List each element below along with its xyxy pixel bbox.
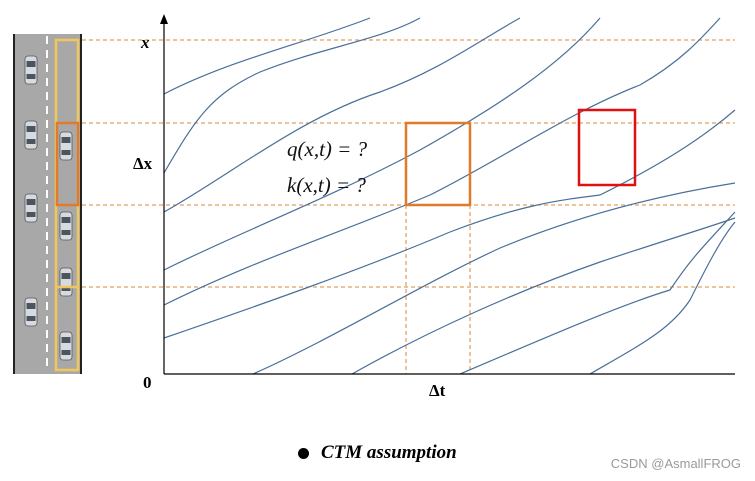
watermark: CSDN @AsmallFROG bbox=[610, 456, 741, 471]
density-equation: k(x,t) = ? bbox=[287, 173, 366, 197]
vehicle-icon bbox=[24, 55, 38, 85]
vertical-guides bbox=[405, 205, 471, 374]
trajectory-3 bbox=[163, 17, 521, 213]
cell-box-orange bbox=[404, 121, 472, 207]
y-axis-arrow bbox=[160, 14, 168, 24]
trajectory-2 bbox=[163, 17, 421, 174]
trajectory-5 bbox=[163, 17, 721, 306]
vehicle-icon bbox=[59, 211, 73, 241]
road-cell-highlight bbox=[55, 121, 80, 207]
flow-equation: q(x,t) = ? bbox=[287, 137, 368, 161]
vehicle-icon bbox=[24, 193, 38, 223]
vehicle-icon bbox=[59, 131, 73, 161]
trajectory-10 bbox=[589, 221, 736, 375]
legend: CTM assumption bbox=[298, 441, 457, 465]
origin-label: 0 bbox=[143, 373, 152, 392]
trajectory-4 bbox=[163, 17, 601, 271]
delta-t-label: Δt bbox=[429, 381, 446, 400]
trajectory-1 bbox=[163, 17, 371, 95]
vehicle-icon bbox=[24, 297, 38, 327]
y-axis-label: x bbox=[140, 33, 150, 52]
trajectory-9 bbox=[459, 211, 736, 375]
legend-text: CTM assumption bbox=[321, 442, 457, 463]
delta-x-label: Δx bbox=[133, 154, 153, 173]
axes bbox=[160, 14, 735, 375]
horizontal-guides bbox=[82, 39, 735, 288]
vehicle-icon bbox=[59, 267, 73, 297]
cell-box-red bbox=[577, 108, 637, 187]
legend-bullet-icon bbox=[298, 447, 309, 459]
vehicles bbox=[24, 55, 73, 361]
road-strip bbox=[13, 34, 82, 374]
trajectory-6 bbox=[163, 109, 736, 339]
vehicle-icon bbox=[59, 331, 73, 361]
trajectory-7 bbox=[252, 182, 736, 375]
trajectory-8 bbox=[351, 217, 736, 375]
vehicle-trajectories bbox=[163, 17, 736, 375]
vehicle-icon bbox=[24, 120, 38, 150]
